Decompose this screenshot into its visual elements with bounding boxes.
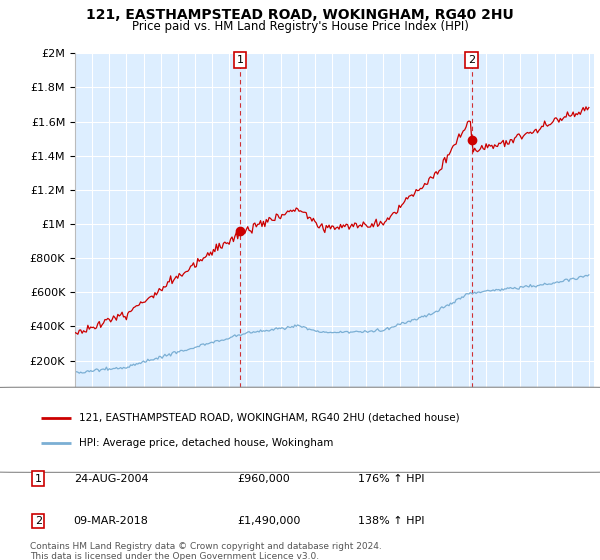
Text: 1: 1 [236,55,244,65]
Text: 176% ↑ HPI: 176% ↑ HPI [358,474,424,484]
Text: 24-AUG-2004: 24-AUG-2004 [74,474,148,484]
Text: 2: 2 [35,516,42,526]
Text: HPI: Average price, detached house, Wokingham: HPI: Average price, detached house, Woki… [79,438,334,448]
Text: 138% ↑ HPI: 138% ↑ HPI [358,516,424,526]
Text: 1: 1 [35,474,41,484]
Text: £960,000: £960,000 [238,474,290,484]
Text: 2: 2 [468,55,475,65]
Text: 09-MAR-2018: 09-MAR-2018 [74,516,149,526]
Text: Contains HM Land Registry data © Crown copyright and database right 2024.
This d: Contains HM Land Registry data © Crown c… [30,542,382,560]
FancyBboxPatch shape [0,388,600,473]
Text: £1,490,000: £1,490,000 [238,516,301,526]
Text: 121, EASTHAMPSTEAD ROAD, WOKINGHAM, RG40 2HU (detached house): 121, EASTHAMPSTEAD ROAD, WOKINGHAM, RG40… [79,413,460,423]
Text: Price paid vs. HM Land Registry's House Price Index (HPI): Price paid vs. HM Land Registry's House … [131,20,469,32]
Text: 121, EASTHAMPSTEAD ROAD, WOKINGHAM, RG40 2HU: 121, EASTHAMPSTEAD ROAD, WOKINGHAM, RG40… [86,8,514,22]
